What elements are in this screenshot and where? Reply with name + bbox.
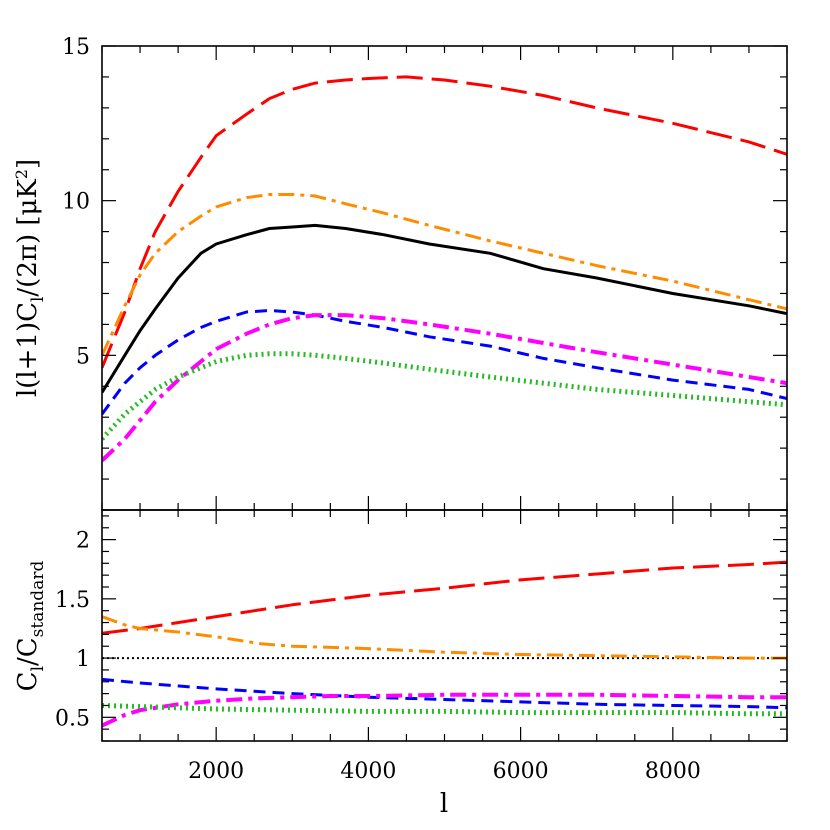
bottom-plot-frame	[101, 509, 788, 742]
bottom-series-line-4	[102, 692, 787, 728]
top-ticks-group: 5 10 15	[62, 35, 788, 511]
top-y-axis-label: l(l+1)Cl/(2π) [μK2]	[12, 159, 48, 397]
bottom-x-tick-label: 6000	[493, 759, 549, 784]
bottom-x-tick-label: 4000	[340, 759, 396, 784]
top-series-line-5	[102, 351, 787, 441]
top-panel: 5 10 15	[62, 35, 788, 511]
top-series-group	[102, 75, 787, 462]
bottom-x-tick-label: 2000	[188, 759, 244, 784]
bottom-series-line-3	[102, 677, 787, 710]
bottom-y-tick-label: 2	[76, 529, 90, 554]
bottom-panel: 0.5 1 1.5 2 2000 4000 6000 8000	[55, 509, 788, 784]
bottom-y-tick-label: 0.5	[55, 706, 90, 731]
top-series-line-1	[102, 75, 787, 369]
bottom-y-tick-label: 1	[76, 647, 90, 672]
bottom-series-line-1	[102, 560, 787, 635]
x-axis-label: l	[440, 789, 448, 819]
top-series-line-4	[102, 313, 787, 462]
bottom-y-tick-label: 1.5	[55, 588, 90, 613]
bottom-x-tick-label: 8000	[645, 759, 701, 784]
bottom-series-line-5	[102, 703, 787, 717]
top-y-tick-label: 5	[76, 344, 90, 369]
top-y-tick-label: 10	[62, 190, 90, 215]
bottom-series-line-2	[102, 615, 787, 660]
top-series-line-0	[102, 223, 787, 394]
top-series-line-2	[102, 193, 787, 356]
top-plot-frame	[101, 45, 788, 511]
top-y-tick-label: 15	[62, 35, 90, 60]
bottom-ticks-group: 0.5 1 1.5 2 2000 4000 6000 8000	[55, 510, 788, 784]
bottom-y-axis-label: Cl/Cstandard	[13, 561, 48, 692]
bottom-series-group	[102, 560, 787, 728]
top-series-line-3	[102, 309, 787, 415]
